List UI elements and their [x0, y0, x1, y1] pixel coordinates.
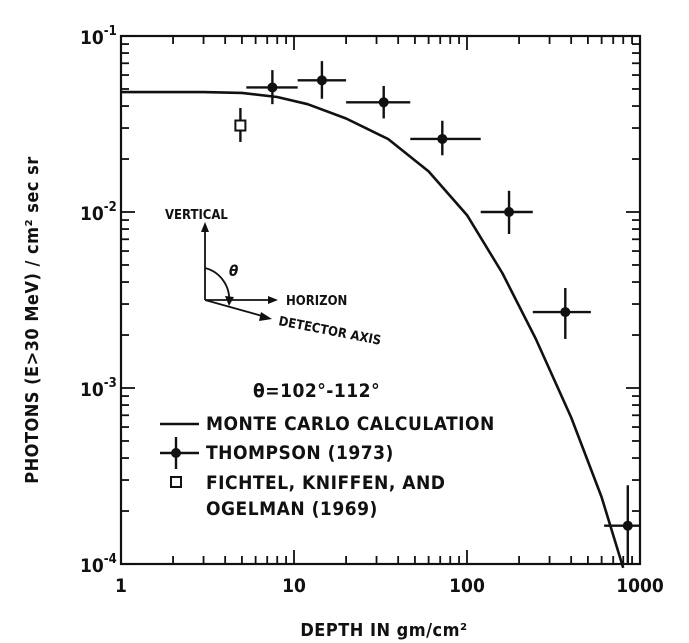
x-tick-label: 1 — [115, 575, 127, 597]
thompson-data-point — [246, 70, 298, 105]
detector-axis-label: DETECTOR AXIS — [277, 314, 382, 349]
theta-label: θ — [229, 262, 238, 280]
legend-square-symbol — [170, 476, 182, 488]
legend-entry-fichtel-line2: OGELMAN (1969) — [206, 498, 378, 520]
axis-ticks: 1 10 100 1000 10-1 10-2 10-3 10-4 — [80, 24, 664, 597]
x-tick-label: 1000 — [616, 575, 664, 597]
thompson-data-point — [532, 287, 591, 339]
legend-entry-fichtel-line1: FICHTEL, KNIFFEN, AND — [206, 472, 445, 494]
y-tick-label: 10-1 — [80, 24, 117, 49]
thompson-data-point — [480, 190, 533, 234]
thompson-data-point — [604, 485, 640, 564]
horizon-arrowhead — [268, 296, 278, 304]
y-tick-label: 10-3 — [80, 376, 117, 401]
y-tick-label: 10-2 — [80, 200, 117, 225]
detector-axis-arrowhead — [259, 312, 272, 321]
axes — [119, 34, 642, 566]
plot-frame — [119, 34, 642, 566]
vertical-arrowhead — [201, 222, 209, 232]
angle-range-label: θ=102°-112° — [253, 380, 380, 402]
thompson-data-point — [346, 85, 411, 119]
legend-entry-thompson: THOMPSON (1973) — [206, 442, 394, 464]
detector-axis-arrow — [204, 299, 267, 318]
x-tick-label: 10 — [282, 575, 306, 597]
fichtel-data-point — [234, 107, 247, 142]
y-axis-label: PHOTONS (E>30 MeV) / cm² sec sr — [22, 156, 43, 483]
thompson-data-point — [297, 61, 347, 99]
legend: MONTE CARLO CALCULATION THOMPSON (1973) … — [160, 413, 495, 520]
legend-cross-symbol — [160, 437, 199, 469]
detector-geometry-inset: VERTICAL HORIZON DETECTOR AXIS θ — [165, 208, 382, 349]
vertical-label: VERTICAL — [165, 208, 228, 223]
theta-arc-arrowhead — [225, 296, 234, 306]
horizon-label: HORIZON — [286, 294, 347, 309]
x-axis-label: DEPTH IN gm/cm² — [300, 620, 467, 641]
thompson-data-point — [410, 120, 481, 156]
y-tick-label: 10-4 — [80, 552, 117, 577]
monte-carlo-curve — [121, 90, 625, 569]
data-points-layer — [234, 61, 640, 564]
x-tick-label: 100 — [449, 575, 485, 597]
legend-entry-monte-carlo: MONTE CARLO CALCULATION — [206, 413, 495, 435]
monte-carlo-curve-layer — [121, 90, 625, 569]
